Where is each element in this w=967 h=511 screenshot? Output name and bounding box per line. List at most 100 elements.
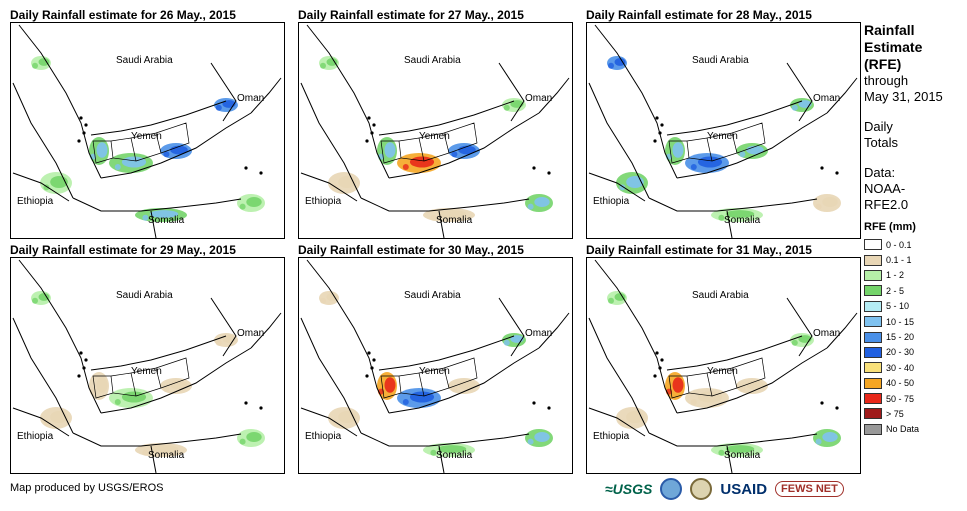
map-frame: Saudi Arabia Oman Yemen Ethiopia Somalia	[10, 22, 285, 239]
rain-area	[790, 98, 814, 112]
country-label-yemen: Yemen	[131, 366, 162, 377]
rain-area	[237, 429, 265, 447]
border-line	[18, 24, 102, 179]
legend-totals: Totals	[864, 135, 898, 150]
border-line	[306, 259, 390, 414]
legend-bins: 0 - 0.1 0.1 - 1 1 - 2 2 - 5 5 - 10 10 - 15 15 …	[864, 237, 964, 437]
country-label-ethiopia: Ethiopia	[17, 431, 54, 442]
legend-swatch	[864, 239, 882, 251]
coastline	[360, 197, 530, 212]
map-svg	[12, 24, 282, 238]
legend-bin-label: 2 - 5	[886, 285, 905, 296]
border-line	[786, 62, 813, 122]
rain-area	[665, 137, 685, 165]
island-dot	[259, 171, 263, 175]
map-svg	[300, 259, 570, 473]
legend-swatch	[864, 408, 882, 420]
legend-bin: 30 - 40	[864, 360, 964, 375]
legend-bin-label: 30 - 40	[886, 362, 915, 373]
map-panel-28: Daily Rainfall estimate for 28 May., 201…	[586, 8, 861, 239]
legend-swatch	[864, 377, 882, 389]
usgs-logo: ≈USGS	[605, 481, 653, 497]
legend-bin-label: 5 - 10	[886, 301, 910, 312]
legend-bin: 0 - 0.1	[864, 237, 964, 252]
rain-area	[665, 372, 685, 400]
island-dot	[532, 401, 536, 405]
country-label-ethiopia: Ethiopia	[593, 196, 630, 207]
country-label-somalia: Somalia	[724, 450, 761, 461]
border-line	[250, 77, 282, 114]
country-label-yemen: Yemen	[419, 131, 450, 142]
rain-area	[616, 407, 648, 429]
legend-bin-label: 1 - 2	[886, 270, 905, 281]
coastline	[588, 82, 650, 199]
rain-area	[607, 291, 627, 305]
rain-area	[525, 429, 553, 447]
panel-title: Daily Rainfall estimate for 30 May., 201…	[298, 243, 524, 257]
border-line	[826, 312, 858, 349]
usaid-logo: USAID	[720, 480, 768, 498]
rain-area	[109, 388, 153, 408]
country-label-yemen: Yemen	[131, 131, 162, 142]
island-dot	[547, 406, 551, 410]
noaa-seal-icon	[660, 478, 683, 500]
legend-swatch	[864, 300, 882, 312]
legend-swatch	[864, 362, 882, 374]
rain-area	[423, 443, 475, 457]
island-dot	[835, 171, 839, 175]
rain-area	[736, 378, 768, 394]
country-label-yemen: Yemen	[707, 131, 738, 142]
country-label-somalia: Somalia	[436, 215, 473, 226]
island-dot	[655, 116, 659, 120]
country-label-somalia: Somalia	[436, 450, 473, 461]
rain-area	[616, 172, 648, 194]
border-line	[594, 259, 678, 414]
island-dot	[660, 123, 664, 127]
legend-bin-label: 10 - 15	[886, 316, 915, 327]
rain-area	[711, 208, 763, 222]
island-dot	[244, 401, 248, 405]
map-panel-26: Daily Rainfall estimate for 26 May., 201…	[10, 8, 285, 239]
governorate-outline	[92, 122, 190, 164]
panel-title: Daily Rainfall estimate for 28 May., 201…	[586, 8, 812, 22]
legend-bin: > 75	[864, 406, 964, 421]
rain-area	[397, 153, 441, 173]
legend-bin-label: > 75	[886, 408, 904, 419]
island-dot	[244, 166, 248, 170]
island-dot	[365, 374, 369, 378]
legend-bin-label: 20 - 30	[886, 347, 915, 358]
coastline	[300, 317, 362, 434]
rain-area	[448, 378, 480, 394]
map-credit: Map produced by USGS/EROS	[10, 482, 164, 494]
island-dot	[370, 131, 374, 135]
legend-swatch	[864, 346, 882, 358]
rain-area	[40, 172, 72, 194]
legend-bin: 50 - 75	[864, 391, 964, 406]
rain-area	[397, 388, 441, 408]
rain-area	[736, 143, 768, 159]
fews-net-logo: FEWS NET	[775, 481, 844, 497]
island-dot	[532, 166, 536, 170]
island-dot	[77, 374, 81, 378]
country-label-oman: Oman	[813, 93, 841, 104]
rain-area	[813, 194, 841, 212]
map-svg	[588, 259, 858, 473]
map-panel-27: Daily Rainfall estimate for 27 May., 201…	[298, 8, 573, 239]
coastline	[588, 317, 650, 434]
border-line	[210, 62, 237, 122]
map-panel-31: Daily Rainfall estimate for 31 May., 201…	[586, 243, 861, 474]
legend-swatch	[864, 393, 882, 405]
country-label-saudi: Saudi Arabia	[692, 55, 749, 66]
legend-bin: 2 - 5	[864, 283, 964, 298]
coastline	[150, 445, 157, 473]
border-line	[90, 335, 227, 371]
legend-bin: 5 - 10	[864, 299, 964, 314]
legend-data-source-2: RFE2.0	[864, 197, 909, 212]
border-line	[210, 297, 237, 357]
legend-swatch	[864, 423, 882, 435]
legend-title-1: Rainfall	[864, 22, 915, 38]
border-line	[306, 24, 390, 179]
panel-title: Daily Rainfall estimate for 29 May., 201…	[10, 243, 236, 257]
legend-bin-label: 0 - 0.1	[886, 239, 912, 250]
rain-area	[685, 153, 729, 173]
